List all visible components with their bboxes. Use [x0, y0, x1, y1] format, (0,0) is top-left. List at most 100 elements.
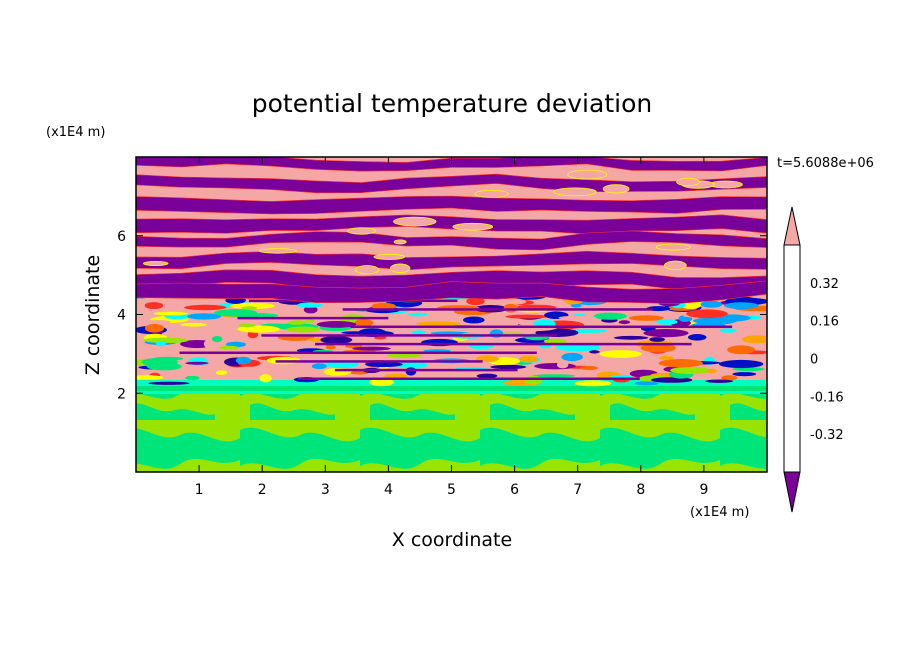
contour-cell	[659, 355, 674, 361]
contour-cell	[570, 303, 582, 308]
contour-cell	[658, 359, 703, 368]
y-tick-label: 6	[117, 229, 126, 245]
x-axis-unit: (x1E4 m)	[690, 505, 749, 520]
contour-cell	[558, 315, 597, 320]
contour-cell	[354, 319, 374, 327]
contour-cell	[656, 319, 678, 325]
contour-cell	[288, 320, 306, 325]
contour-cell	[742, 335, 767, 344]
contour-cell	[474, 189, 509, 198]
purple-band	[136, 195, 767, 215]
x-tick-label: 7	[573, 482, 582, 498]
contour-cell	[349, 371, 369, 375]
contour-cell	[143, 337, 189, 344]
contour-cell	[408, 312, 428, 317]
contour-cell	[304, 319, 315, 323]
contour-cell	[613, 335, 649, 340]
contour-cell	[463, 316, 485, 324]
contour-cell	[365, 361, 403, 368]
contour-cell	[686, 309, 728, 319]
contour-cell	[369, 378, 395, 387]
contour-cell	[237, 325, 280, 333]
x-tick-label: 9	[699, 482, 708, 498]
contour-cell	[213, 309, 258, 317]
colorbar-extend-top	[783, 206, 801, 246]
contour-cell	[185, 361, 209, 365]
contour-cell	[567, 169, 608, 180]
purple-band	[136, 280, 767, 305]
contour-cell	[373, 253, 406, 260]
contour-cell	[649, 337, 665, 342]
contour-cell	[628, 304, 648, 309]
colorbar: 0.32 0.16 0 -0.16 -0.32	[783, 206, 844, 513]
contour-cell	[188, 357, 209, 367]
contour-cell	[724, 302, 759, 309]
y-tick-label: 2	[117, 386, 126, 402]
contour-streak	[315, 342, 692, 346]
colorbar-label: -0.16	[810, 390, 844, 405]
contour-cell	[155, 340, 166, 347]
contour-cell	[602, 184, 630, 194]
contour-cell	[670, 366, 711, 374]
contour-cell	[393, 239, 407, 245]
contour-cell	[732, 367, 765, 372]
y-axis-label: Z coordinate	[82, 255, 104, 375]
y-axis-unit: (x1E4 m)	[46, 125, 105, 140]
contour-cell	[519, 355, 539, 363]
contour-cell	[311, 363, 327, 370]
contour-cell	[347, 227, 376, 235]
contour-streak	[342, 308, 654, 311]
contour-cell	[258, 248, 297, 254]
contour-cell	[505, 314, 548, 319]
contour-cell	[634, 381, 659, 386]
contour-streak	[297, 377, 640, 380]
contour-cell	[325, 345, 336, 350]
contour-cell	[599, 350, 642, 358]
contour-cell	[320, 335, 353, 344]
colorbar-label: 0.16	[810, 315, 839, 330]
contour-cell	[532, 319, 556, 327]
contour-cell	[574, 380, 612, 387]
contour-cell	[555, 343, 601, 352]
contour-cell	[664, 260, 687, 271]
x-tick-label: 3	[321, 482, 330, 498]
contour-cell	[655, 243, 691, 251]
contour-cell	[651, 377, 693, 383]
contour-cell	[718, 359, 764, 369]
contour-cell	[180, 322, 207, 327]
contour-cell	[212, 336, 223, 343]
contour-cell	[384, 373, 408, 379]
contour-cell	[531, 374, 576, 378]
contour-cell	[676, 177, 700, 187]
x-tick-label: 5	[447, 482, 456, 498]
contour-cell	[430, 331, 469, 335]
contour-cell	[721, 375, 738, 381]
colorbar-label: -0.32	[810, 428, 844, 443]
contour-field	[136, 157, 767, 472]
contour-streak	[179, 351, 537, 355]
contour-cell	[215, 370, 228, 375]
contour-cell	[219, 345, 239, 350]
contour-cell	[352, 346, 391, 351]
contour-cell	[355, 265, 380, 275]
contour-cell	[144, 323, 165, 333]
contour-cell	[184, 304, 227, 311]
contour-cell	[297, 302, 323, 308]
contour-streak	[350, 325, 733, 329]
x-tick-label: 8	[636, 482, 645, 498]
contour-cell	[405, 367, 417, 376]
contour-cell	[179, 369, 210, 377]
contour-cell	[341, 331, 368, 335]
contour-cell	[687, 334, 707, 341]
contour-cell	[411, 330, 426, 335]
contour-cell	[324, 353, 348, 360]
contour-cell	[589, 350, 600, 354]
colorbar-label: 0	[810, 353, 818, 368]
contour-cell	[136, 375, 164, 380]
contour-cell	[719, 328, 737, 333]
contour-cell	[489, 298, 527, 306]
contour-streak	[261, 334, 558, 337]
contour-cell	[142, 261, 169, 266]
contour-cell	[732, 372, 757, 377]
